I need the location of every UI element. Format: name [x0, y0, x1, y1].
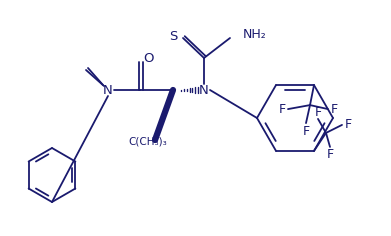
Text: F: F — [278, 103, 285, 116]
Text: C(CH₃)₃: C(CH₃)₃ — [129, 137, 167, 147]
Text: F: F — [330, 103, 337, 116]
Text: S: S — [170, 30, 178, 42]
Text: F: F — [314, 106, 321, 119]
Text: F: F — [326, 148, 334, 161]
Text: NH₂: NH₂ — [243, 29, 267, 42]
Text: O: O — [143, 52, 153, 66]
Text: N: N — [103, 84, 113, 97]
Text: N: N — [199, 84, 209, 97]
Text: F: F — [344, 118, 352, 131]
Text: F: F — [302, 125, 310, 138]
